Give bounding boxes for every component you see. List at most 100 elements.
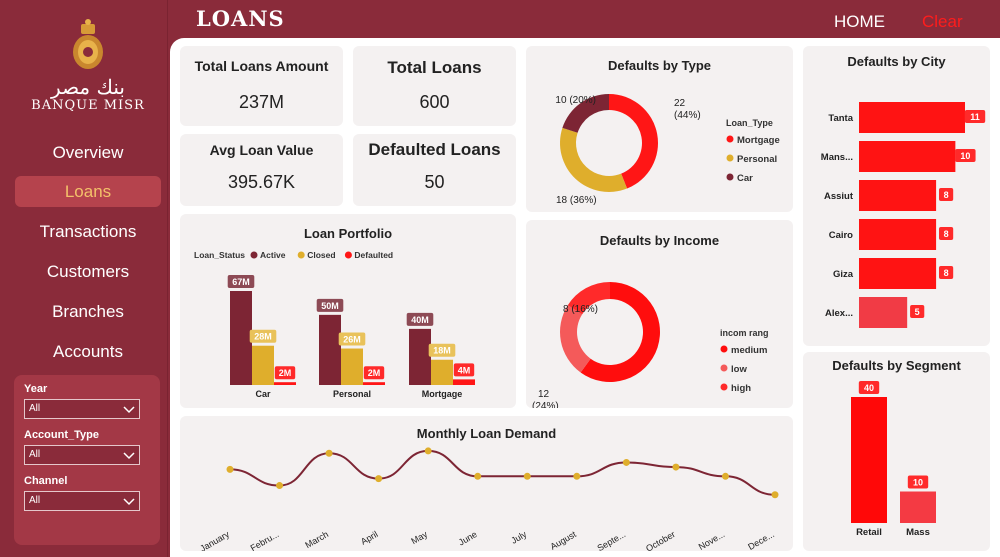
data-label-bg (227, 275, 255, 288)
bar-defaulted-personal (363, 382, 385, 385)
category-label: Mass (906, 527, 930, 538)
channel-select-value: All (29, 495, 41, 506)
year-select-value: All (29, 403, 41, 414)
kpi-value: 237M (238, 92, 285, 112)
demand-point (375, 475, 383, 483)
month-label: August (549, 529, 579, 551)
kpi-value: 600 (419, 92, 450, 112)
brand-logo: بنك مصر BANQUE MISR (8, 18, 168, 113)
category-label: Car (255, 389, 271, 399)
defaults-by-income-title: Defaults by Income (599, 233, 720, 248)
data-label: 50M (321, 301, 339, 311)
home-button[interactable]: HOME (834, 12, 885, 31)
defaults-by-type-card: Defaults by Type 22 (44%) 18 (36%) 10 (20%)… (526, 46, 793, 212)
data-label: 11 (970, 112, 980, 122)
category-label: Giza (833, 269, 854, 280)
nav-item-customers[interactable]: Customers (46, 262, 130, 281)
demand-point (474, 472, 482, 480)
segment-bar (900, 491, 936, 523)
demand-point (622, 458, 630, 466)
category-label: Cairo (829, 230, 853, 241)
filter-panel: Year All Account_Type All Channel All (14, 375, 160, 545)
data-label-bg (249, 329, 277, 343)
sidebar: بنك مصر BANQUE MISR Overview Loans Trans… (8, 0, 168, 557)
data-label: 8 (944, 268, 949, 278)
legend-marker-mortgage (726, 135, 734, 143)
data-label: 4M (458, 365, 471, 375)
data-label: 40M (411, 315, 429, 325)
data-label: 10 (960, 151, 970, 161)
chevron-down-icon (123, 452, 135, 460)
category-label: Retail (856, 527, 882, 538)
legend-label-low: low (731, 364, 747, 375)
loan-portfolio-card: Loan Portfolio Loan_Status Active Closed De… (180, 214, 516, 408)
demand-point (771, 491, 779, 499)
data-label-bg (964, 110, 986, 123)
nav-item-accounts[interactable]: Accounts (53, 342, 123, 361)
demand-point (573, 472, 581, 480)
account-type-select[interactable]: All (24, 445, 140, 465)
defaults-by-city-card: Defaults by City Tanta 11 Mans... 10 Assiut 8… (803, 46, 990, 346)
city-bar (859, 297, 908, 328)
data-label: 8 (944, 229, 949, 239)
bar-defaulted-mortgage (453, 379, 475, 385)
kpi-value: 395.67K (227, 172, 296, 192)
bar-closed-car (252, 345, 274, 385)
channel-select[interactable]: All (24, 491, 140, 511)
data-label-bg (338, 332, 366, 346)
slice-label: (44%) (674, 110, 701, 121)
defaults-by-city-chart: Tanta 11 Mans... 10 Assiut 8 Cairo 8 Giza 8 Alex..… (821, 102, 986, 328)
data-label-bg (938, 227, 954, 240)
month-label: April (359, 529, 380, 547)
month-label: Septe... (595, 529, 627, 551)
kpi-value: 50 (424, 172, 445, 192)
nav-item-overview[interactable]: Overview (52, 143, 124, 162)
data-label: 28M (254, 332, 272, 342)
legend-marker-personal (726, 154, 734, 162)
data-label-bg (955, 149, 976, 162)
legend-label-personal: Personal (737, 154, 777, 165)
slice-personal (560, 127, 628, 193)
data-label-bg (316, 298, 344, 312)
clear-button[interactable]: Clear (922, 12, 963, 31)
legend-marker-low (720, 364, 728, 372)
category-label: Mans... (821, 152, 853, 163)
year-select[interactable]: All (24, 399, 140, 419)
slice-medium (580, 282, 660, 382)
legend-label-closed: Closed (307, 250, 335, 260)
legend-marker-active (250, 251, 258, 259)
banque-misr-emblem-icon (73, 19, 103, 69)
kpi-card-total-amount: Total Loans Amount 237M (180, 46, 343, 126)
legend-marker-closed (297, 251, 305, 259)
brand-arabic-name: بنك مصر (51, 75, 125, 99)
slice-label: 8 (16%) (563, 304, 598, 315)
legend-title: Loan_Status (194, 250, 245, 260)
legend-label-defaulted: Defaulted (354, 250, 393, 260)
nav-item-branches[interactable]: Branches (52, 302, 124, 321)
data-label-bg (907, 475, 929, 489)
monthly-demand-chart: January Febru... March April May June July Augu… (198, 447, 779, 551)
page-title: LOANS (196, 6, 285, 31)
legend-title: Loan_Type (726, 118, 773, 128)
kpi-label: Defaulted Loans (368, 140, 501, 159)
nav-item-transactions[interactable]: Transactions (39, 222, 137, 241)
filter-label-channel: Channel (24, 475, 68, 487)
city-bar (859, 258, 937, 289)
month-label: Nove... (697, 529, 727, 551)
data-label: 2M (279, 368, 292, 378)
month-label: Dece... (746, 529, 776, 551)
kpi-label: Total Loans (387, 58, 482, 77)
data-label-bg (938, 188, 954, 201)
slice-label: 18 (36%) (556, 195, 597, 206)
nav-item-loans[interactable]: Loans (15, 176, 161, 207)
kpi-card-total-loans: Total Loans 600 (353, 46, 516, 126)
data-label-bg (938, 266, 954, 279)
demand-point (325, 449, 333, 457)
data-label: 40 (864, 383, 874, 393)
bar-active-mortgage (409, 328, 431, 385)
month-label: June (457, 529, 479, 547)
dashboard-canvas: Total Loans Amount 237M Total Loans 600 … (170, 38, 1000, 557)
data-label-bg (428, 343, 456, 357)
bar-active-personal (319, 314, 341, 385)
defaults-by-income-card: Defaults by Income 30(60%)12(24%)8 (16%)… (526, 220, 793, 408)
